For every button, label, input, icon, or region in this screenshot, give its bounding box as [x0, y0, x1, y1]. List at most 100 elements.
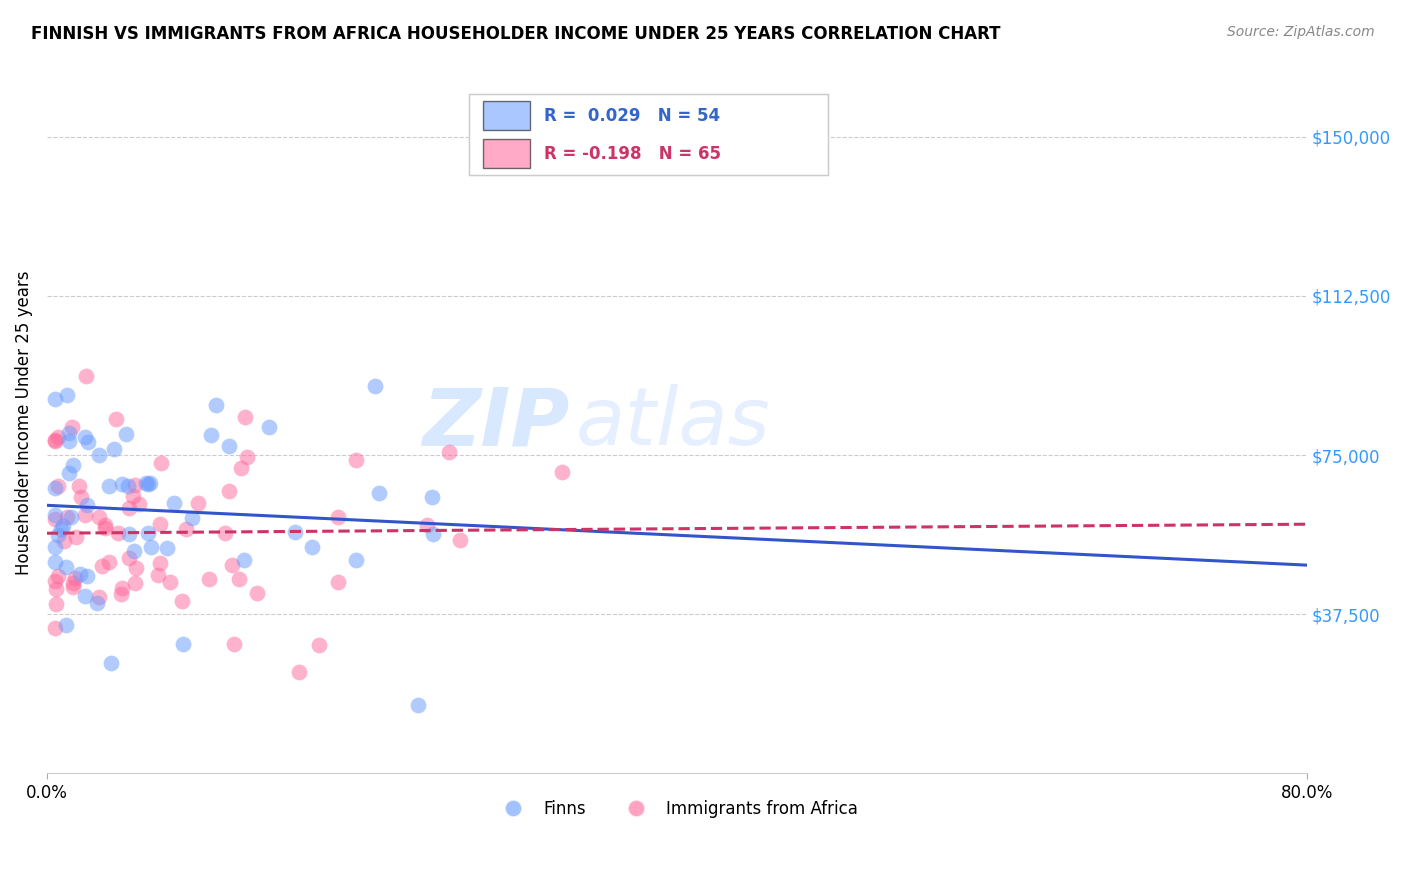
Point: [110, 586, 132, 600]
Point: [67, 478, 90, 492]
Point: [77, 434, 100, 449]
Point: [103, 442, 125, 456]
Point: [58, 426, 80, 441]
Point: [53, 534, 76, 549]
Point: [416, 518, 439, 533]
Point: [422, 527, 444, 541]
Point: [44, 508, 66, 522]
Point: [122, 544, 145, 558]
Point: [344, 453, 367, 467]
Point: [62, 575, 84, 590]
Point: [87, 590, 110, 604]
Point: [65, 530, 87, 544]
Point: [44, 574, 66, 588]
Point: [56, 387, 79, 401]
Point: [55, 618, 77, 632]
Point: [156, 541, 179, 556]
Point: [150, 456, 173, 470]
Point: [328, 510, 350, 524]
Point: [100, 656, 122, 670]
Point: [73, 430, 96, 444]
Point: [128, 497, 150, 511]
Legend: Finns, Immigrants from Africa: Finns, Immigrants from Africa: [489, 793, 865, 824]
Point: [174, 522, 197, 536]
Point: [55, 560, 77, 574]
Point: [44, 434, 66, 448]
Point: [218, 483, 240, 498]
Point: [198, 572, 221, 586]
Point: [46, 430, 69, 444]
Point: [94, 518, 117, 533]
Point: [125, 561, 148, 575]
Point: [46, 479, 69, 493]
Point: [75, 368, 97, 383]
Point: [73, 508, 96, 522]
Point: [149, 517, 172, 532]
Point: [45, 597, 67, 611]
Point: [124, 477, 146, 491]
Point: [111, 582, 134, 596]
Point: [107, 526, 129, 541]
Point: [218, 439, 240, 453]
Point: [98, 555, 121, 569]
Point: [246, 585, 269, 599]
Point: [214, 526, 236, 541]
Point: [136, 526, 159, 541]
Point: [420, 490, 443, 504]
Point: [44, 622, 66, 636]
Point: [56, 510, 79, 524]
Point: [118, 527, 141, 541]
Point: [44, 541, 66, 555]
Point: [221, 558, 243, 573]
Point: [105, 412, 128, 426]
Text: atlas: atlas: [576, 384, 770, 462]
Point: [98, 479, 121, 493]
Point: [58, 466, 80, 480]
Point: [60, 419, 83, 434]
Point: [76, 498, 98, 512]
Point: [44, 434, 66, 448]
Point: [170, 594, 193, 608]
Point: [205, 398, 228, 412]
Point: [235, 410, 257, 425]
Point: [284, 525, 307, 540]
Point: [148, 568, 170, 582]
Point: [63, 571, 86, 585]
Point: [46, 569, 69, 583]
Point: [51, 522, 73, 536]
Point: [187, 496, 209, 510]
Point: [232, 553, 254, 567]
Point: [117, 478, 139, 492]
Point: [308, 638, 330, 652]
Point: [301, 540, 323, 554]
Point: [257, 420, 280, 434]
Point: [200, 428, 222, 442]
Y-axis label: Householder Income Under 25 years: Householder Income Under 25 years: [15, 271, 32, 575]
Point: [69, 566, 91, 581]
Point: [141, 540, 163, 554]
Text: FINNISH VS IMMIGRANTS FROM AFRICA HOUSEHOLDER INCOME UNDER 25 YEARS CORRELATION : FINNISH VS IMMIGRANTS FROM AFRICA HOUSEH…: [31, 25, 1001, 43]
Point: [62, 580, 84, 594]
Point: [52, 519, 75, 533]
Point: [551, 465, 574, 479]
Point: [118, 501, 141, 516]
Point: [69, 490, 91, 504]
Point: [228, 572, 250, 586]
Point: [408, 698, 430, 712]
Point: [449, 533, 471, 547]
Point: [46, 528, 69, 542]
Point: [44, 555, 66, 569]
Point: [76, 568, 98, 582]
Point: [229, 460, 252, 475]
Point: [73, 589, 96, 603]
Point: [344, 552, 367, 566]
Point: [163, 496, 186, 510]
Point: [148, 556, 170, 570]
Point: [62, 458, 84, 472]
Text: ZIP: ZIP: [422, 384, 569, 462]
Point: [44, 481, 66, 495]
Point: [115, 427, 138, 442]
Point: [222, 637, 245, 651]
Point: [328, 575, 350, 590]
Point: [139, 475, 162, 490]
